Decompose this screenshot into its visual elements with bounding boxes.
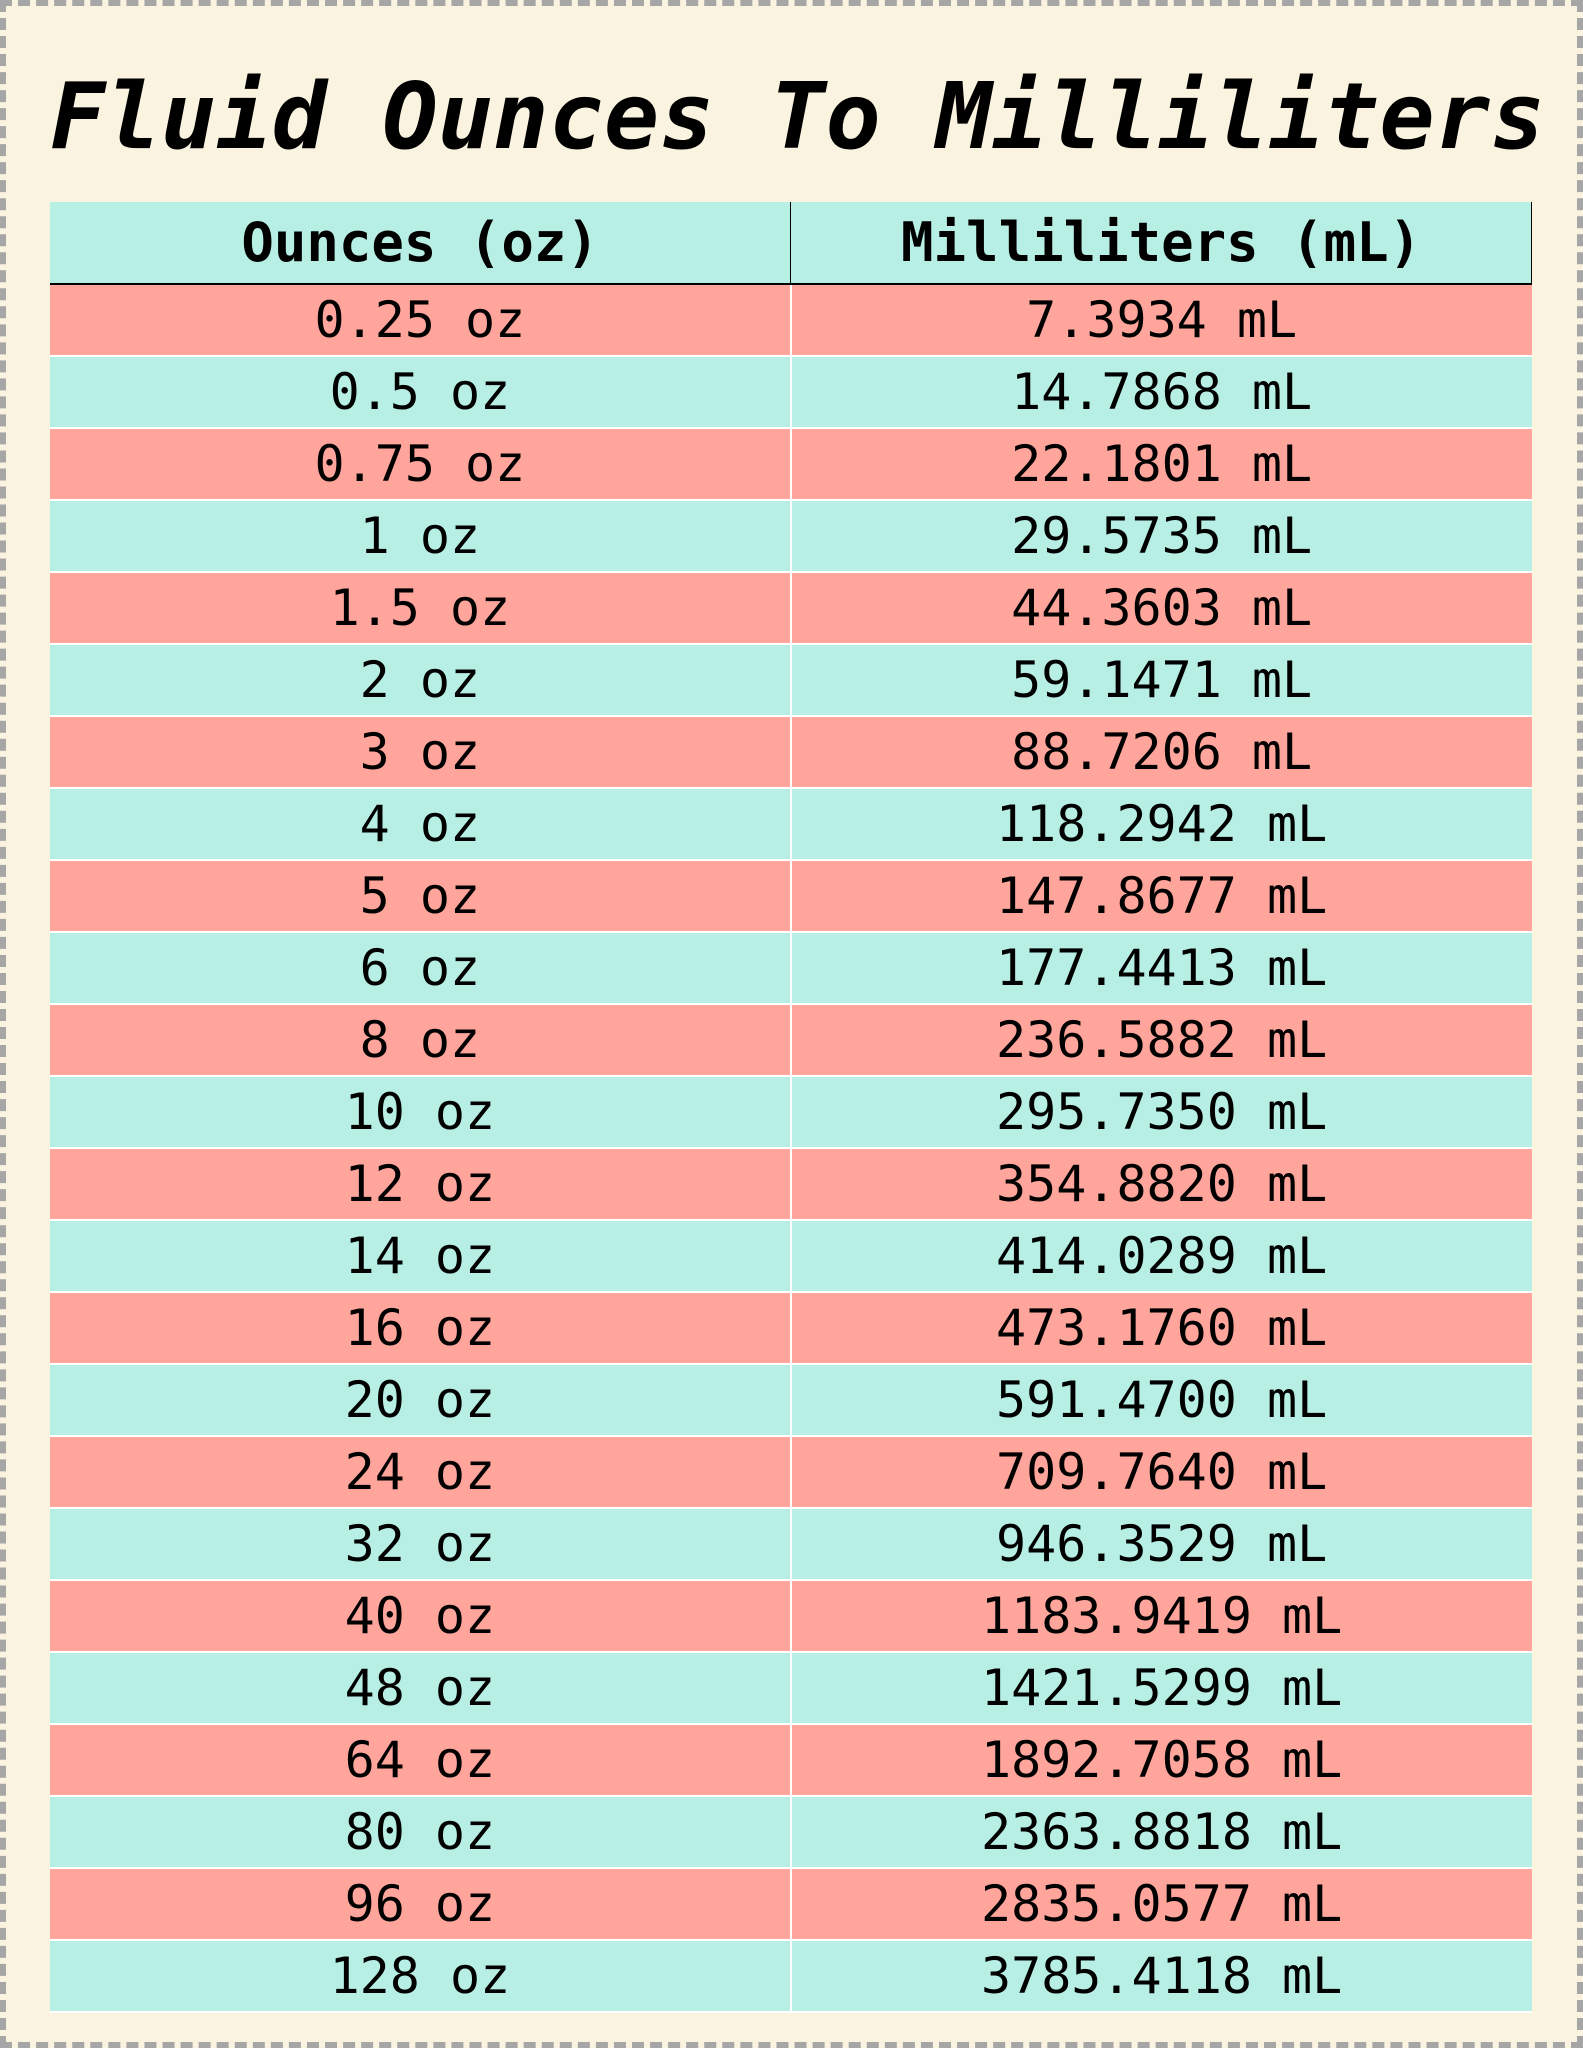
table-row: 8 oz 236.5882 mL (50, 1004, 1532, 1077)
milliliters-cell: 7.3934 mL (790, 284, 1532, 357)
milliliters-cell: 2835.0577 mL (790, 1868, 1532, 1941)
ounces-cell: 8 oz (50, 1004, 792, 1077)
table-row: 6 oz 177.4413 mL (50, 932, 1532, 1005)
milliliters-cell: 88.7206 mL (790, 716, 1532, 789)
milliliters-cell: 147.8677 mL (790, 860, 1532, 933)
milliliters-cell: 118.2942 mL (790, 788, 1532, 861)
milliliters-cell: 44.3603 mL (790, 572, 1532, 645)
milliliters-cell: 946.3529 mL (790, 1508, 1532, 1581)
milliliters-cell: 354.8820 mL (790, 1148, 1532, 1221)
milliliters-cell: 295.7350 mL (790, 1076, 1532, 1149)
conversion-table: Ounces (oz) Milliliters (mL) 0.25 oz 7.39… (50, 202, 1532, 2013)
table-row: 0.5 oz 14.7868 mL (50, 356, 1532, 429)
milliliters-cell: 414.0289 mL (790, 1220, 1532, 1293)
milliliters-cell: 709.7640 mL (790, 1436, 1532, 1509)
milliliters-cell: 3785.4118 mL (790, 1940, 1532, 2013)
table-row: 24 oz 709.7640 mL (50, 1436, 1532, 1509)
ounces-cell: 64 oz (50, 1724, 792, 1797)
ounces-cell: 16 oz (50, 1292, 792, 1365)
table-row: 2 oz 59.1471 mL (50, 644, 1532, 717)
milliliters-cell: 236.5882 mL (790, 1004, 1532, 1077)
table-row: 32 oz 946.3529 mL (50, 1508, 1532, 1581)
table-row: 40 oz 1183.9419 mL (50, 1580, 1532, 1653)
table-row: 128 oz 3785.4118 mL (50, 1940, 1532, 2013)
ounces-cell: 1 oz (50, 500, 792, 573)
ounces-cell: 0.75 oz (50, 428, 792, 501)
milliliters-cell: 59.1471 mL (790, 644, 1532, 717)
column-header-ounces: Ounces (oz) (50, 202, 792, 285)
ounces-cell: 2 oz (50, 644, 792, 717)
ounces-cell: 10 oz (50, 1076, 792, 1149)
ounces-cell: 5 oz (50, 860, 792, 933)
table-row: 0.25 oz 7.3934 mL (50, 284, 1532, 357)
milliliters-cell: 1183.9419 mL (790, 1580, 1532, 1653)
table-row: 1 oz 29.5735 mL (50, 500, 1532, 573)
table-row: 4 oz 118.2942 mL (50, 788, 1532, 861)
ounces-cell: 1.5 oz (50, 572, 792, 645)
table-row: 64 oz 1892.7058 mL (50, 1724, 1532, 1797)
ounces-cell: 0.5 oz (50, 356, 792, 429)
milliliters-cell: 591.4700 mL (790, 1364, 1532, 1437)
ounces-cell: 20 oz (50, 1364, 792, 1437)
table-row: 1.5 oz 44.3603 mL (50, 572, 1532, 645)
table-row: 48 oz 1421.5299 mL (50, 1652, 1532, 1725)
table-row: 20 oz 591.4700 mL (50, 1364, 1532, 1437)
table-row: 96 oz 2835.0577 mL (50, 1868, 1532, 1941)
table-row: 12 oz 354.8820 mL (50, 1148, 1532, 1221)
table-row: 10 oz 295.7350 mL (50, 1076, 1532, 1149)
ounces-cell: 48 oz (50, 1652, 792, 1725)
ounces-cell: 40 oz (50, 1580, 792, 1653)
ounces-cell: 14 oz (50, 1220, 792, 1293)
milliliters-cell: 1421.5299 mL (790, 1652, 1532, 1725)
ounces-cell: 80 oz (50, 1796, 792, 1869)
table-row: 5 oz 147.8677 mL (50, 860, 1532, 933)
ounces-cell: 6 oz (50, 932, 792, 1005)
ounces-cell: 96 oz (50, 1868, 792, 1941)
table-row: 80 oz 2363.8818 mL (50, 1796, 1532, 1869)
ounces-cell: 24 oz (50, 1436, 792, 1509)
table-row: 14 oz 414.0289 mL (50, 1220, 1532, 1293)
milliliters-cell: 473.1760 mL (790, 1292, 1532, 1365)
table-row: 3 oz 88.7206 mL (50, 716, 1532, 789)
column-header-milliliters: Milliliters (mL) (790, 202, 1532, 285)
table-row: 0.75 oz 22.1801 mL (50, 428, 1532, 501)
ounces-cell: 12 oz (50, 1148, 792, 1221)
milliliters-cell: 14.7868 mL (790, 356, 1532, 429)
ounces-cell: 32 oz (50, 1508, 792, 1581)
ounces-cell: 4 oz (50, 788, 792, 861)
page-title: Fluid Ounces To Milliliters (50, 63, 1546, 170)
milliliters-cell: 177.4413 mL (790, 932, 1532, 1005)
milliliters-cell: 22.1801 mL (790, 428, 1532, 501)
milliliters-cell: 2363.8818 mL (790, 1796, 1532, 1869)
ounces-cell: 128 oz (50, 1940, 792, 2013)
ounces-cell: 0.25 oz (50, 284, 792, 357)
table-row: 16 oz 473.1760 mL (50, 1292, 1532, 1365)
ounces-cell: 3 oz (50, 716, 792, 789)
header-row: Ounces (oz) Milliliters (mL) (50, 202, 1532, 285)
milliliters-cell: 1892.7058 mL (790, 1724, 1532, 1797)
milliliters-cell: 29.5735 mL (790, 500, 1532, 573)
